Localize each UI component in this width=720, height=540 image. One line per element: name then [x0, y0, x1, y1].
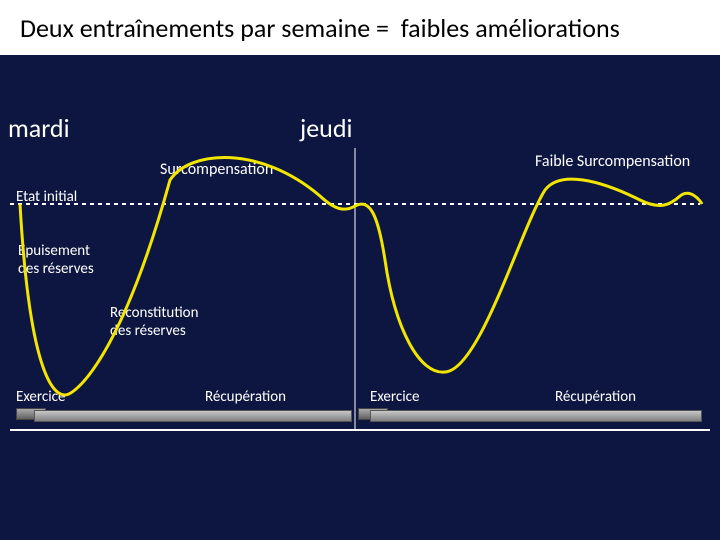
chart-svg — [0, 0, 720, 540]
supercompensation-curve — [20, 157, 702, 395]
recovery-bar-1 — [34, 410, 352, 422]
recovery-bar-2 — [370, 410, 702, 422]
